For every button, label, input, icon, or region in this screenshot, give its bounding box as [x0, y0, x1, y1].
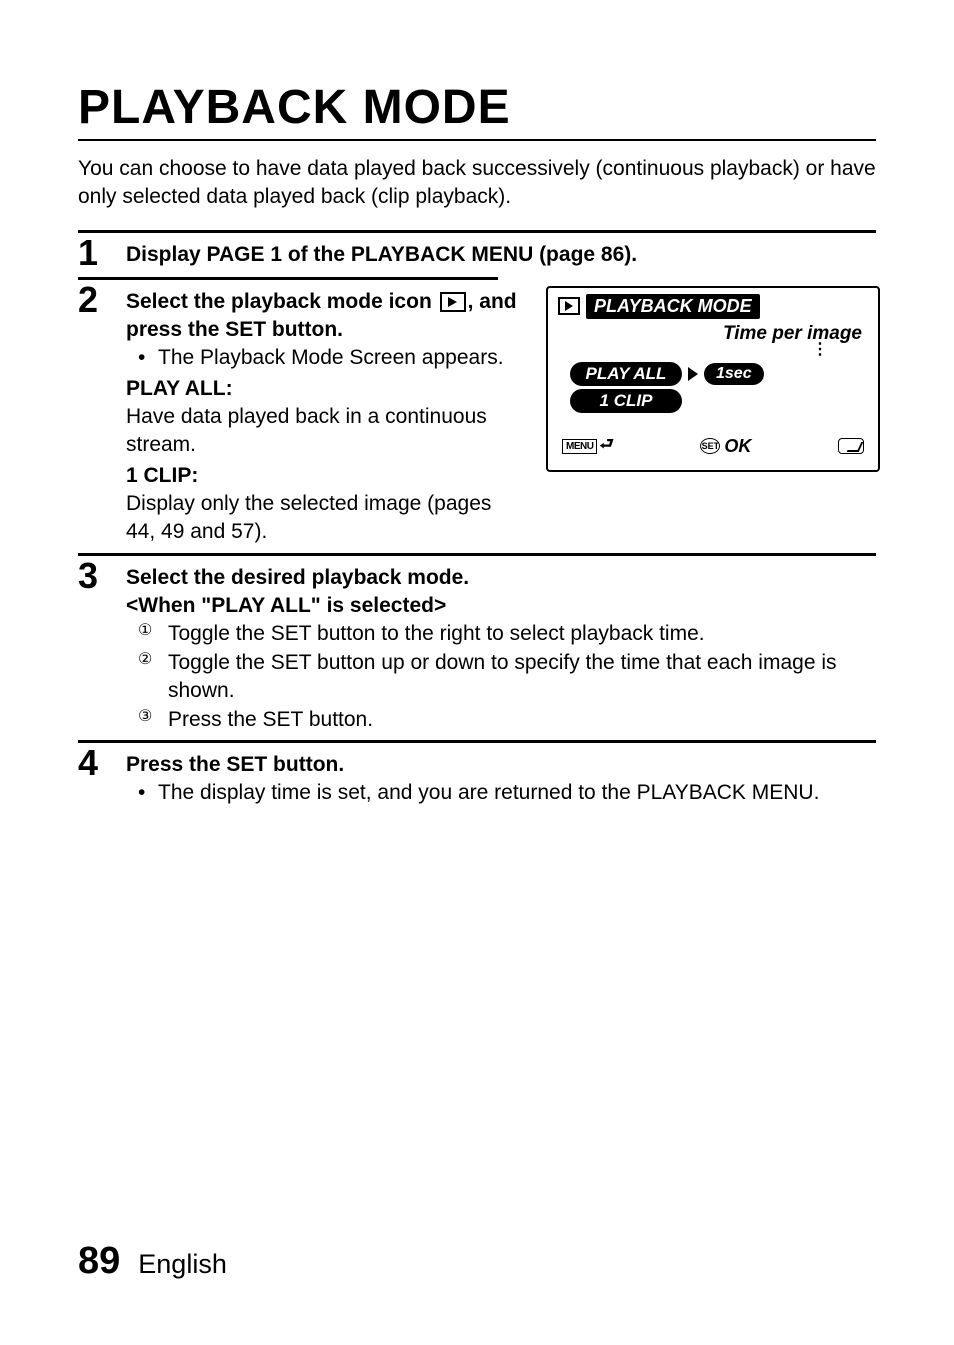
page-number: 89 — [78, 1240, 120, 1283]
step-number: 1 — [78, 235, 108, 271]
playall-label: PLAY ALL: — [126, 375, 526, 403]
substep-2-text: Toggle the SET button up or down to spec… — [168, 649, 876, 706]
screen-header: PLAYBACK MODE — [558, 294, 868, 319]
step-2-bullet: • The Playback Mode Screen appears. — [126, 344, 526, 372]
menu-button[interactable]: MENU⮐ — [562, 433, 614, 460]
playback-mode-screen: PLAYBACK MODE Time per image ⋮ PLAY ALL … — [546, 286, 880, 472]
playback-mode-icon — [440, 292, 466, 312]
substep-1: ① Toggle the SET button to the right to … — [126, 620, 876, 648]
page-language: English — [138, 1249, 227, 1280]
ok-label: OK — [724, 436, 751, 457]
step-3-sub: <When "PLAY ALL" is selected> — [126, 592, 876, 620]
circled-3-icon: ③ — [138, 706, 158, 734]
chevron-right-icon — [688, 367, 698, 381]
screen-footer: MENU⮐ SET OK — [558, 433, 868, 460]
step-4-bullet: • The display time is set, and you are r… — [126, 779, 876, 807]
substep-1-text: Toggle the SET button to the right to se… — [168, 620, 705, 648]
option-1clip[interactable]: 1 CLIP — [570, 389, 682, 413]
corner-icon — [838, 438, 864, 454]
dotted-leader: ⋮ — [558, 345, 868, 359]
step-2: 2 Select the playback mode icon , and pr… — [78, 280, 876, 547]
bullet-icon: • — [138, 344, 148, 372]
time-value[interactable]: 1sec — [704, 363, 764, 385]
step-4-bullet-text: The display time is set, and you are ret… — [158, 779, 819, 807]
step-2-lead-a: Select the playback mode icon — [126, 290, 438, 313]
substep-3: ③ Press the SET button. — [126, 706, 876, 734]
option-playall-row: PLAY ALL 1sec — [570, 362, 868, 386]
oneclip-desc: Display only the selected image (pages 4… — [126, 490, 526, 547]
ok-button[interactable]: SET OK — [700, 436, 751, 457]
playall-desc: Have data played back in a continuous st… — [126, 403, 526, 460]
step-3-lead: Select the desired playback mode. — [126, 564, 876, 592]
oneclip-label: 1 CLIP: — [126, 462, 526, 490]
menu-icon: MENU — [562, 439, 597, 454]
option-playall[interactable]: PLAY ALL — [570, 362, 682, 386]
substep-2: ② Toggle the SET button up or down to sp… — [126, 649, 876, 706]
step-number: 4 — [78, 745, 108, 781]
step-4-lead: Press the SET button. — [126, 751, 876, 779]
bullet-icon: • — [138, 779, 148, 807]
substep-3-text: Press the SET button. — [168, 706, 373, 734]
page-title: PLAYBACK MODE — [78, 80, 876, 135]
screen-title: PLAYBACK MODE — [586, 294, 760, 319]
step-number: 3 — [78, 558, 108, 594]
page-footer: 89 English — [78, 1240, 227, 1283]
step-number: 2 — [78, 282, 108, 318]
set-icon: SET — [700, 438, 720, 454]
step-2-lead: Select the playback mode icon , and pres… — [126, 288, 526, 345]
title-rule — [78, 139, 876, 141]
circled-2-icon: ② — [138, 649, 158, 706]
step-1-text: Display PAGE 1 of the PLAYBACK MENU (pag… — [126, 241, 876, 269]
play-icon — [558, 297, 580, 315]
step-1: 1 Display PAGE 1 of the PLAYBACK MENU (p… — [78, 233, 876, 271]
step-4: 4 Press the SET button. • The display ti… — [78, 743, 876, 808]
option-1clip-row: 1 CLIP — [570, 389, 868, 413]
step-2-bullet-text: The Playback Mode Screen appears. — [158, 344, 504, 372]
circled-1-icon: ① — [138, 620, 158, 648]
back-arrow-icon: ⮐ — [599, 436, 613, 453]
intro-text: You can choose to have data played back … — [78, 155, 876, 212]
step-3: 3 Select the desired playback mode. <Whe… — [78, 556, 876, 734]
